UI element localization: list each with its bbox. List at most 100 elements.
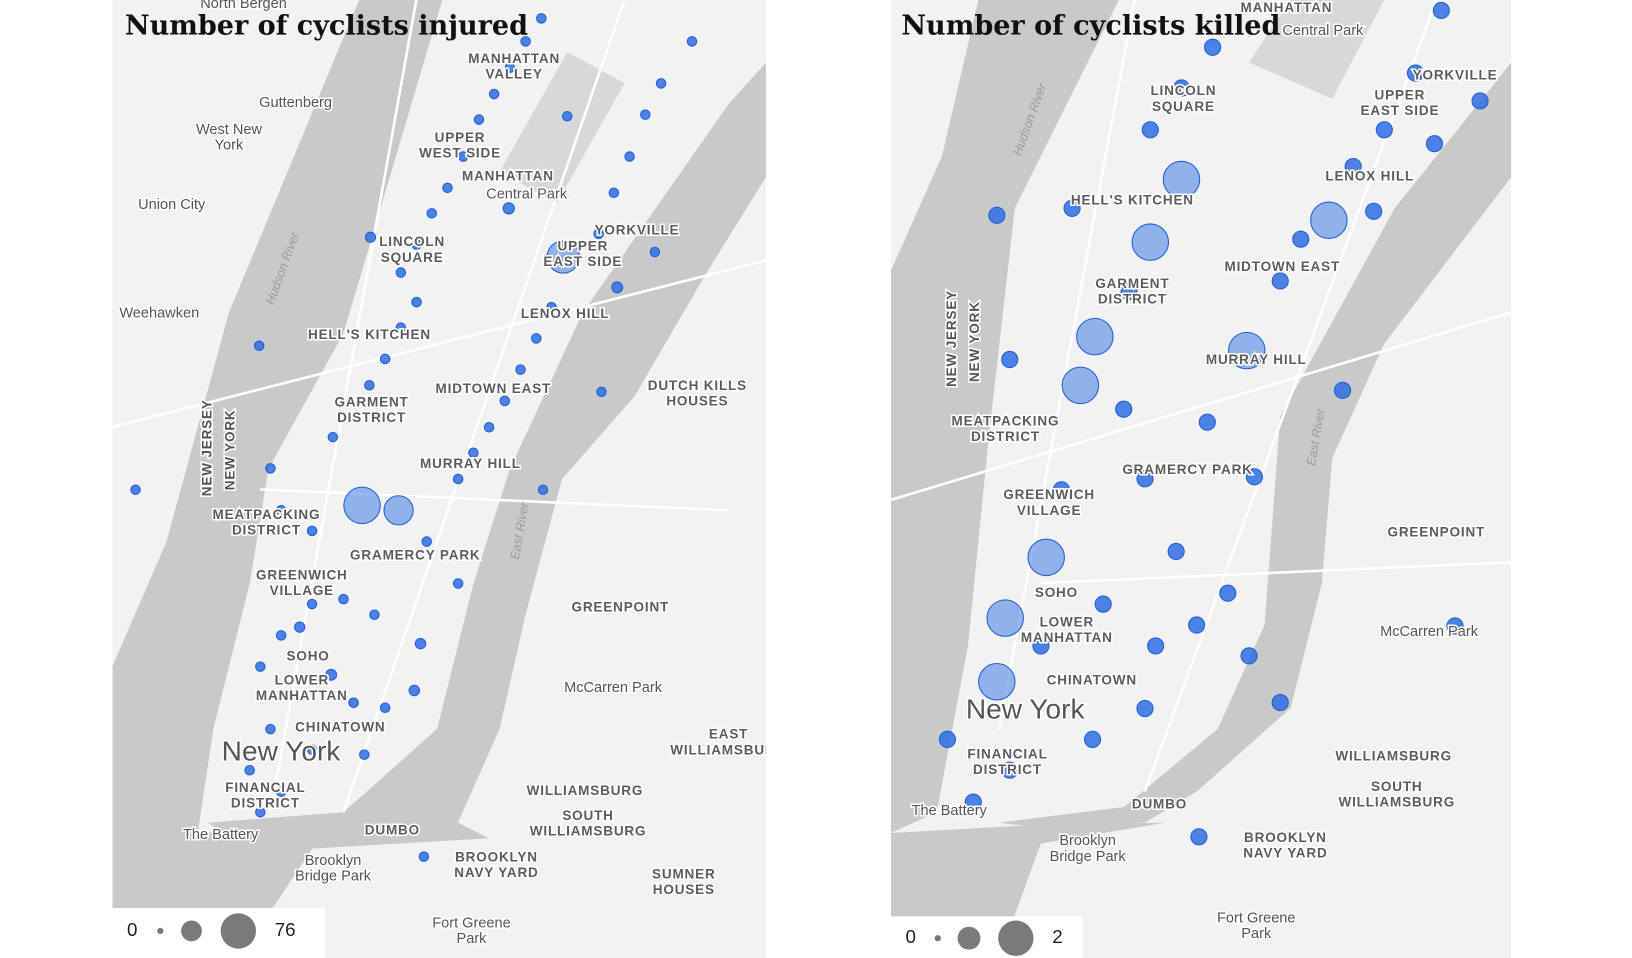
map-label: New York	[222, 735, 342, 766]
incident-bubble	[1198, 413, 1216, 431]
map-label: MANHATTAN	[256, 688, 348, 703]
incident-bubble	[411, 239, 422, 250]
incident-bubble	[1136, 470, 1154, 488]
incident-bubble	[1228, 331, 1266, 370]
map-label: GARMENT	[335, 395, 409, 410]
incident-bubble	[442, 182, 453, 194]
incident-bubble	[275, 630, 287, 641]
legend-circle	[181, 920, 202, 942]
map-label: MIDTOWN EAST	[436, 381, 552, 396]
incident-bubble	[686, 36, 698, 47]
map-label: GRAMERCY PARK	[350, 548, 480, 563]
map-label: LENOX HILL	[1325, 169, 1414, 184]
incident-bubble	[640, 109, 651, 120]
incident-bubble	[379, 702, 391, 714]
incident-bubble	[1292, 230, 1310, 248]
map-label: YORKVILLE	[595, 223, 680, 238]
incident-bubble	[1001, 350, 1019, 369]
incident-bubble	[255, 806, 266, 818]
map-label: Guttenberg	[259, 95, 332, 111]
map-label: WILLIAMSBURG	[527, 783, 644, 798]
map-label: SOUTH	[1371, 779, 1422, 794]
legend-max: 76	[275, 919, 296, 940]
incident-bubble	[655, 78, 667, 89]
map-label: HOUSES	[653, 882, 715, 897]
map-label: DISTRICT	[337, 410, 406, 425]
map-label: EAST SIDE	[543, 254, 622, 269]
map-label: SQUARE	[381, 250, 444, 265]
title: Number of cyclists injured	[125, 10, 528, 41]
east-river	[208, 62, 767, 846]
incident-bubble	[348, 697, 359, 709]
map-label: SOUTH	[562, 808, 613, 823]
map-label: West New	[196, 122, 263, 138]
map-label: GREENPOINT	[571, 600, 669, 615]
map-label: MANHATTAN	[462, 169, 554, 184]
incident-bubble	[1001, 761, 1019, 779]
incident-bubble	[1365, 202, 1383, 220]
incident-bubble	[338, 593, 349, 605]
map-label: DUMBO	[365, 823, 420, 838]
incident-bubble	[265, 463, 276, 474]
incident-bubble	[1425, 135, 1444, 153]
map-label: MURRAY HILL	[1206, 352, 1307, 367]
map-label: MANHATTAN	[468, 51, 560, 66]
hudson-river	[890, 0, 1119, 834]
incident-bubble	[1076, 317, 1114, 356]
map-label: NEW YORK	[223, 409, 238, 490]
map-label: Weehawken	[119, 305, 199, 321]
incident-bubble	[426, 208, 438, 219]
map-label: Brooklyn	[305, 853, 362, 869]
incident-bubble	[1032, 637, 1050, 655]
incident-bubble	[1310, 201, 1348, 240]
map-label: VALLEY	[486, 67, 543, 82]
incident-bubble	[343, 486, 381, 525]
incident-bubble	[379, 353, 391, 365]
map-label: North Bergen	[200, 0, 287, 12]
incident-bubble	[1115, 400, 1133, 418]
incident-bubble	[411, 296, 422, 308]
incident-bubble	[964, 793, 982, 811]
map-label: VILLAGE	[270, 583, 334, 598]
map-label: New York	[966, 694, 1086, 725]
map-panel: Number of cyclists injured North Bergen M…	[112, 0, 787, 958]
incident-bubble	[502, 202, 515, 215]
incident-bubble	[1063, 199, 1081, 217]
map-label: WILLIAMSBURG	[670, 742, 787, 757]
map-label: DUTCH KILLS	[648, 378, 747, 393]
map-label: LOWER	[275, 673, 329, 688]
map-label: McCarren Park	[564, 680, 663, 696]
map-label: NAVY YARD	[1243, 845, 1327, 860]
incident-bubble	[468, 447, 479, 458]
incident-bubble	[327, 431, 339, 443]
incident-bubble	[611, 281, 624, 294]
map-label: DISTRICT	[232, 523, 301, 538]
map-label: CHINATOWN	[1047, 673, 1137, 688]
incident-bubble	[1083, 730, 1102, 748]
legend-circle	[157, 927, 164, 935]
map-label: YORKVILLE	[1413, 68, 1498, 83]
incident-bubble	[1061, 366, 1100, 405]
incident-bubble	[596, 386, 607, 398]
incident-bubble	[383, 495, 414, 526]
incident-bubble	[978, 662, 1016, 701]
map-label: WILLIAMSBURG	[1335, 749, 1452, 764]
map-label: MANHATTAN	[1241, 0, 1333, 15]
incident-bubble	[1141, 121, 1159, 139]
incident-bubble	[536, 13, 547, 24]
incident-bubble	[130, 484, 141, 495]
incident-bubble	[608, 187, 620, 199]
incident-bubble	[520, 36, 531, 47]
incident-bubble	[504, 62, 516, 73]
incident-bubble	[1406, 64, 1425, 82]
east-river	[999, 62, 1512, 828]
incident-bubble	[1094, 595, 1112, 613]
map-label: UPPER	[557, 238, 608, 253]
map-label: McCarren Park	[1380, 624, 1479, 640]
incident-bubble	[537, 484, 549, 495]
map-label: The Battery	[183, 827, 259, 843]
incident-bubble	[988, 206, 1006, 224]
legend-box	[890, 916, 1083, 958]
incident-bubble	[1052, 481, 1071, 499]
harbor	[197, 822, 490, 958]
